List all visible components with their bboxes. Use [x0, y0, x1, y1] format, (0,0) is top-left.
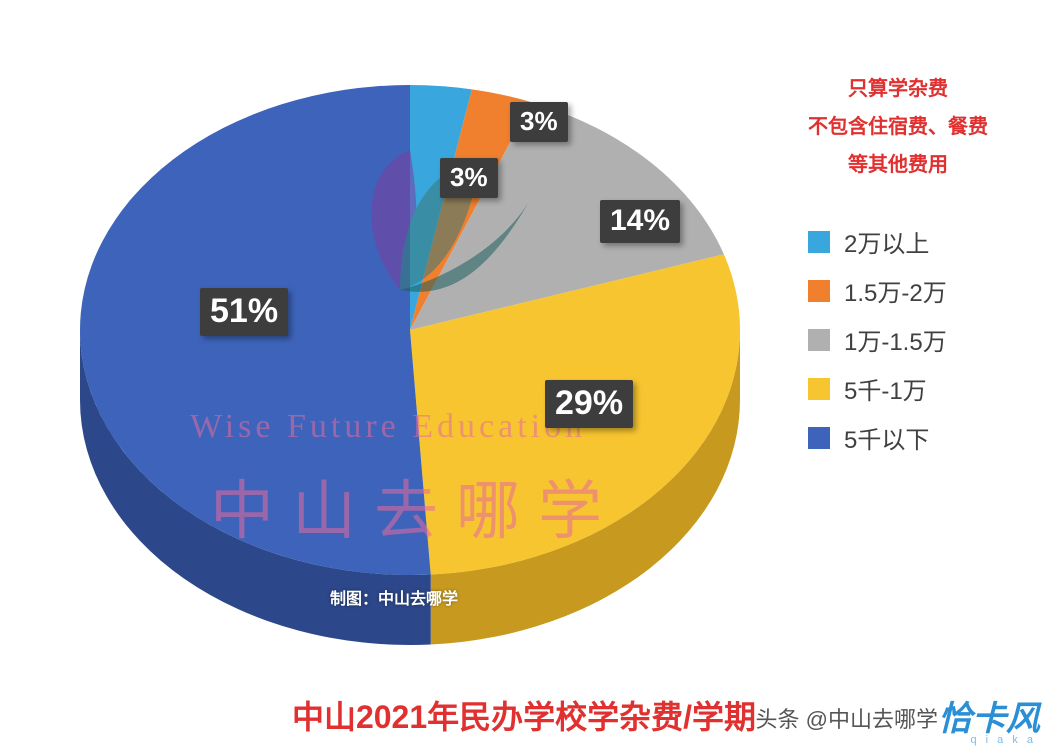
legend-swatch [808, 378, 830, 400]
data-label-over20k: 3% [440, 158, 498, 198]
legend-swatch [808, 280, 830, 302]
data-label-5k_10k: 29% [545, 380, 633, 428]
corner-logo: 恰卡风 [938, 691, 1040, 740]
note-box: 只算学杂费不包含住宿费、餐费等其他费用 [788, 70, 1008, 184]
legend-label: 1.5万-2万 [844, 273, 947, 308]
corner-logo-sub: q i a k a [970, 734, 1036, 746]
note-line: 只算学杂费 [788, 70, 1008, 108]
legend-item: 2万以上 [808, 224, 1008, 259]
legend-item: 1.5万-2万 [808, 273, 1008, 308]
legend-item: 5千以下 [808, 420, 1008, 455]
legend-swatch [808, 427, 830, 449]
chart-credit: 制图：中山去哪学 [330, 585, 458, 609]
attribution-text: 头条 @中山去哪学 [756, 702, 938, 734]
data-label-15k_20k: 3% [510, 102, 568, 142]
note-line: 不包含住宿费、餐费 [788, 108, 1008, 146]
note-line: 等其他费用 [788, 146, 1008, 184]
legend-item: 5千-1万 [808, 371, 1008, 406]
data-label-10k_15k: 14% [600, 200, 680, 243]
legend: 2万以上 1.5万-2万 1万-1.5万 5千-1万 5千以下 [808, 210, 1008, 469]
legend-label: 2万以上 [844, 224, 929, 259]
legend-label: 1万-1.5万 [844, 322, 947, 357]
legend-item: 1万-1.5万 [808, 322, 1008, 357]
legend-label: 5千-1万 [844, 371, 927, 406]
legend-swatch [808, 329, 830, 351]
legend-label: 5千以下 [844, 420, 929, 455]
data-label-under5k: 51% [200, 288, 288, 336]
legend-swatch [808, 231, 830, 253]
pie-chart: Wise Future Education 中山去哪学 3%3%14%29%51… [40, 30, 780, 670]
